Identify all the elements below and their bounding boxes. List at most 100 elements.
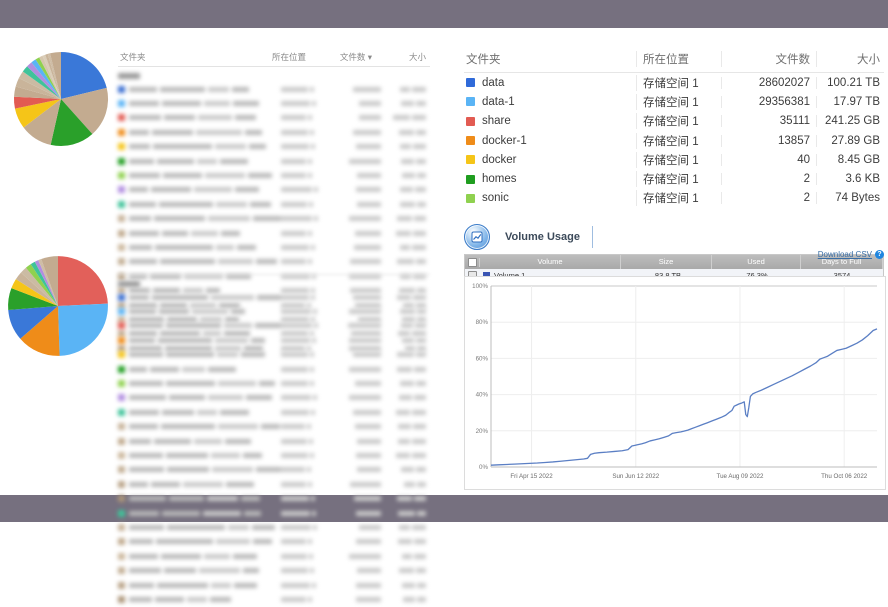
table-row[interactable]: docker 存储空间 1 40 8.45 GB xyxy=(464,150,884,169)
list-item[interactable] xyxy=(118,362,430,376)
list-item[interactable] xyxy=(118,376,430,390)
list-item[interactable] xyxy=(118,327,430,341)
list-item[interactable] xyxy=(118,549,430,563)
folder-usage-table[interactable]: 文件夹 所在位置 文件数 大小 data 存储空间 1 28602027 100.21… xyxy=(464,46,884,208)
table-row[interactable]: docker-1 存储空间 1 13857 27.89 GB xyxy=(464,131,884,150)
list-item[interactable] xyxy=(118,520,430,534)
list-item[interactable] xyxy=(118,333,430,347)
list-item[interactable] xyxy=(118,341,430,355)
list-item[interactable] xyxy=(118,269,430,283)
list-item[interactable] xyxy=(118,197,430,211)
pie-slice[interactable] xyxy=(8,306,59,339)
pie-slice[interactable] xyxy=(20,267,58,306)
list-item[interactable] xyxy=(118,348,430,362)
select-all-checkbox[interactable] xyxy=(467,257,477,267)
list-item[interactable] xyxy=(118,82,430,96)
list-item[interactable] xyxy=(118,212,430,226)
table-row[interactable]: sonic 存储空间 1 2 74 Bytes xyxy=(464,189,884,208)
pie-slice[interactable] xyxy=(39,55,61,99)
list-item[interactable] xyxy=(118,563,430,577)
pie-slice[interactable] xyxy=(45,53,61,99)
chart-line-series[interactable] xyxy=(490,328,878,466)
list-item[interactable] xyxy=(118,319,430,333)
list-item[interactable] xyxy=(118,168,430,182)
pie-slice[interactable] xyxy=(20,306,60,356)
column-header-location[interactable]: 所在位置 xyxy=(636,51,721,67)
pie-slice[interactable] xyxy=(61,87,109,135)
header-file-count[interactable]: 文件数 ▾ xyxy=(339,52,372,62)
list-item[interactable] xyxy=(118,391,430,405)
pie-slice[interactable] xyxy=(58,303,108,356)
pie-slice[interactable] xyxy=(30,261,58,306)
list-item[interactable] xyxy=(118,434,430,448)
list-item[interactable] xyxy=(118,477,430,491)
volume-usage-line-chart[interactable]: 0% 20% 40% 60% 80% 100% Fri Apr 15 2022 Sun Jun… xyxy=(464,276,886,490)
pie-slice[interactable] xyxy=(23,99,61,145)
pie-slice[interactable] xyxy=(15,78,61,99)
list-item[interactable] xyxy=(118,290,430,304)
list-item[interactable] xyxy=(118,183,430,197)
list-item[interactable] xyxy=(118,312,430,326)
list-item[interactable] xyxy=(118,255,430,269)
pie-slice[interactable] xyxy=(13,96,61,109)
list-item[interactable] xyxy=(118,420,430,434)
column-header-size[interactable]: Size xyxy=(621,255,712,269)
table-row[interactable]: data 存储空间 1 28602027 100.21 TB xyxy=(464,73,884,92)
column-header-size[interactable]: 大小 xyxy=(816,51,884,67)
list-item[interactable] xyxy=(118,304,430,318)
list-item[interactable] xyxy=(118,111,430,125)
pie-slice[interactable] xyxy=(22,66,61,99)
pie-slice[interactable] xyxy=(41,256,58,306)
column-header-volume[interactable]: Volume xyxy=(480,255,621,269)
header-location[interactable]: 所在位置 xyxy=(272,52,307,62)
help-icon[interactable]: ? xyxy=(875,250,884,259)
column-header-used[interactable]: Used xyxy=(712,255,801,269)
pie-slice[interactable] xyxy=(42,54,61,99)
list-item[interactable] xyxy=(118,298,430,312)
pie-slice[interactable] xyxy=(27,62,62,99)
list-item[interactable] xyxy=(118,578,430,592)
blurred-folder-table-1[interactable]: 文件夹 所在位置 文件数 ▾ 大小 xyxy=(118,48,430,355)
select-all-checkbox-cell[interactable] xyxy=(465,257,480,267)
pie-slice[interactable] xyxy=(61,51,107,99)
list-item[interactable] xyxy=(118,240,430,254)
list-item[interactable] xyxy=(118,535,430,549)
list-item[interactable] xyxy=(118,405,430,419)
list-item[interactable] xyxy=(118,592,430,606)
pie-slice[interactable] xyxy=(18,71,61,99)
header-size[interactable]: 大小 xyxy=(408,52,426,62)
pie-slice[interactable] xyxy=(14,99,62,128)
pie-slice[interactable] xyxy=(15,272,59,306)
list-item[interactable] xyxy=(118,506,430,520)
list-item[interactable] xyxy=(118,125,430,139)
pie-slice[interactable] xyxy=(14,86,61,99)
column-header-file-count[interactable]: 文件数 xyxy=(721,51,816,67)
pie-slice[interactable] xyxy=(8,288,58,310)
tab-volume-usage[interactable]: Volume Usage xyxy=(495,226,593,248)
list-item[interactable] xyxy=(118,96,430,110)
list-item[interactable] xyxy=(118,463,430,477)
pie-slice[interactable] xyxy=(34,260,58,306)
pie-slice[interactable] xyxy=(50,51,61,99)
pie-slice[interactable] xyxy=(58,256,108,306)
table-row[interactable]: homes 存储空间 1 2 3.6 KB xyxy=(464,169,884,188)
column-header-days-to-full[interactable]: Days to Full xyxy=(801,255,883,269)
list-item[interactable] xyxy=(118,491,430,505)
pie-slice[interactable] xyxy=(25,264,59,306)
list-item[interactable] xyxy=(118,154,430,168)
list-item[interactable] xyxy=(118,140,430,154)
pie-slice[interactable] xyxy=(31,59,61,99)
pie-slice[interactable] xyxy=(50,99,93,147)
list-item[interactable] xyxy=(118,283,430,297)
table-row[interactable]: data-1 存储空间 1 29356381 17.97 TB xyxy=(464,92,884,111)
table-row[interactable]: share 存储空间 1 35111 241.25 GB xyxy=(464,112,884,131)
download-csv-link[interactable]: Download CSV xyxy=(817,250,872,259)
header-folder[interactable]: 文件夹 xyxy=(120,52,146,62)
blurred-folder-table-2[interactable] xyxy=(118,256,430,607)
pie-slice[interactable] xyxy=(47,53,61,99)
column-header-folder[interactable]: 文件夹 xyxy=(466,54,501,66)
pie-slice[interactable] xyxy=(11,279,58,306)
pie-slice[interactable] xyxy=(35,57,61,99)
pie-slice[interactable] xyxy=(38,258,58,306)
list-item[interactable] xyxy=(118,226,430,240)
